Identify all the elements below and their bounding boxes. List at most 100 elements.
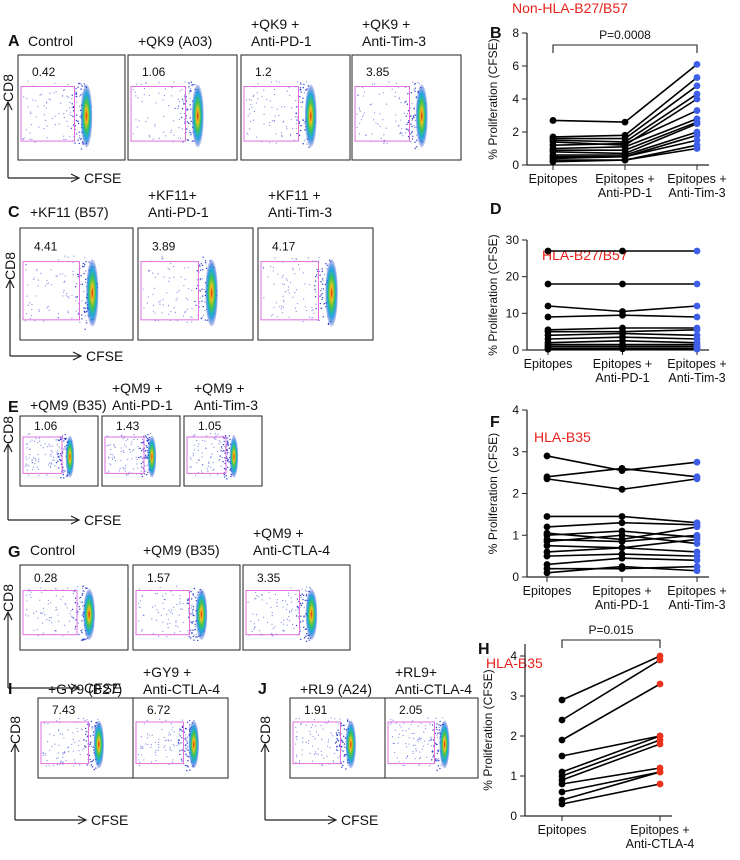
data-point	[618, 544, 626, 552]
flow-event	[25, 614, 27, 616]
flow-event	[309, 284, 311, 286]
flow-event	[302, 741, 304, 743]
flow-event	[64, 470, 66, 472]
flow-event	[438, 758, 440, 760]
flow-event	[302, 594, 305, 596]
flow-event	[171, 613, 174, 615]
flow-event	[192, 84, 195, 86]
flow-event	[140, 442, 143, 444]
flow-event	[72, 732, 74, 734]
flow-event	[412, 752, 414, 754]
flow-event	[391, 88, 393, 90]
flow-event	[77, 139, 79, 141]
flow-event	[405, 757, 408, 759]
flow-event	[206, 468, 208, 470]
flow-event	[300, 101, 302, 104]
flow-event	[342, 741, 344, 744]
flow-event	[422, 745, 425, 747]
flow-event	[74, 625, 77, 628]
flow-event	[301, 749, 303, 751]
flow-event	[255, 614, 258, 616]
flow-event	[72, 105, 75, 108]
panel-title: +GY9 +	[143, 664, 191, 680]
flow-event	[178, 290, 180, 292]
gate-percentage: 4.17	[272, 239, 296, 253]
flow-event	[302, 598, 304, 601]
flow-event	[220, 465, 222, 467]
flow-event	[201, 288, 203, 290]
flow-event	[192, 635, 195, 638]
panel-title: Control	[28, 33, 73, 49]
flow-event	[223, 473, 226, 476]
flow-event	[385, 127, 387, 129]
flow-event	[49, 749, 51, 752]
flow-event	[170, 262, 172, 265]
flow-event	[440, 764, 442, 766]
flow-event	[82, 638, 84, 640]
data-point	[558, 788, 566, 796]
flow-event	[173, 745, 175, 747]
flow-event	[154, 751, 156, 753]
flow-plot-frame	[19, 415, 99, 487]
flow-event	[28, 588, 30, 591]
flow-event	[405, 743, 407, 745]
flow-event	[432, 756, 434, 758]
flow-event	[53, 459, 55, 461]
flow-event	[60, 598, 62, 600]
flow-event	[406, 755, 409, 757]
flow-event	[191, 632, 193, 634]
flow-event	[109, 444, 111, 446]
x-axis-label: CFSE	[91, 812, 128, 828]
flow-event	[36, 466, 38, 468]
flow-event	[78, 82, 80, 85]
flow-event	[38, 126, 40, 128]
flow-event	[204, 301, 206, 303]
flow-event	[39, 94, 41, 96]
flow-event	[200, 263, 203, 265]
flow-event	[25, 129, 27, 131]
flow-event	[400, 131, 402, 133]
flow-event	[55, 91, 57, 93]
flow-event	[320, 290, 322, 292]
flow-event	[263, 616, 265, 618]
flow-event	[91, 766, 94, 768]
flow-event	[273, 119, 275, 122]
flow-event	[290, 133, 292, 135]
flow-population	[86, 259, 99, 327]
flow-population	[415, 84, 428, 148]
flow-event	[412, 744, 415, 747]
flow-event	[146, 737, 148, 739]
flow-event	[85, 260, 87, 263]
flow-event	[302, 737, 304, 739]
flow-event	[414, 147, 416, 150]
flow-event	[113, 445, 115, 447]
flow-population	[83, 588, 96, 640]
flow-event	[320, 750, 322, 752]
flow-event	[295, 761, 297, 763]
flow-event	[434, 759, 437, 761]
gate-percentage: 1.06	[34, 419, 58, 433]
flow-event	[415, 748, 417, 750]
flow-event	[56, 452, 58, 454]
flow-event	[154, 125, 156, 127]
flow-event	[358, 133, 361, 135]
flow-event	[27, 106, 29, 108]
flow-event	[201, 452, 203, 454]
flow-event	[145, 444, 148, 447]
flow-event	[37, 617, 39, 619]
flow-event	[191, 84, 193, 86]
flow-event	[44, 285, 47, 287]
flow-event	[184, 311, 186, 314]
flow-event	[403, 764, 406, 767]
flow-event	[193, 444, 195, 446]
flow-event	[59, 733, 61, 735]
flow-event	[306, 88, 308, 90]
flow-event	[410, 115, 412, 117]
flow-event	[291, 623, 294, 626]
flow-event	[209, 474, 211, 476]
flow-event	[162, 304, 164, 306]
gate-percentage: 2.05	[399, 703, 423, 717]
flow-event	[386, 142, 388, 144]
flow-event	[190, 458, 192, 460]
flow-event	[330, 732, 332, 734]
